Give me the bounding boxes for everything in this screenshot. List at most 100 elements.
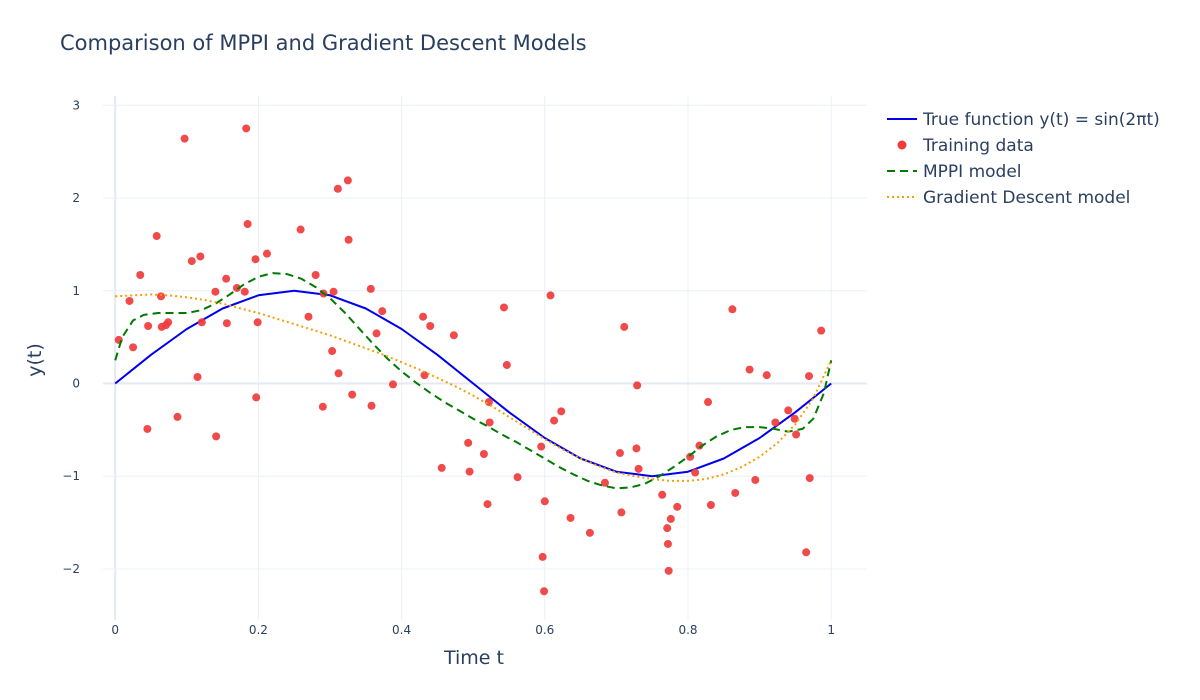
training-data-point <box>180 134 189 143</box>
training-data-point <box>449 331 458 340</box>
training-data-point <box>464 438 473 447</box>
training-data-point <box>252 393 261 402</box>
training-data-point <box>222 274 231 283</box>
training-data-point <box>728 305 737 314</box>
training-data-point <box>673 502 682 511</box>
training-data-point <box>479 449 488 458</box>
series-layer <box>114 124 833 596</box>
training-data-point <box>366 284 375 293</box>
training-data-point <box>745 365 754 374</box>
training-data-point <box>633 381 642 390</box>
training-data-point <box>253 318 262 327</box>
x-tick-label: 1 <box>827 623 835 637</box>
y-axis-title: y(t) <box>24 343 46 377</box>
training-data-point <box>304 312 313 321</box>
y-tick-label: 2 <box>72 191 80 205</box>
training-data-point <box>311 270 320 279</box>
legend-label: Training data <box>922 136 1034 156</box>
training-data-point <box>348 390 357 399</box>
training-data-point <box>152 232 161 241</box>
training-data-point <box>328 347 337 356</box>
training-data-point <box>419 312 428 321</box>
training-data-point <box>329 287 338 296</box>
training-data-point <box>240 287 249 296</box>
legend-label: Gradient Descent model <box>923 188 1130 208</box>
training-data-point <box>193 373 202 382</box>
training-data-point <box>378 307 387 316</box>
training-data-point <box>615 449 624 458</box>
training-data-point <box>372 329 381 338</box>
true-function-y-t-sin-2-t-line <box>114 289 832 478</box>
training-data-point <box>318 402 327 411</box>
training-data-point <box>771 418 780 427</box>
training-data-point <box>333 184 342 193</box>
legend-marker-training-data <box>897 140 907 150</box>
training-data-point <box>143 424 152 433</box>
chart-title: Comparison of MPPI and Gradient Descent … <box>60 31 587 55</box>
gradient-descent-model-line <box>115 293 833 482</box>
y-tick-label: −2 <box>62 562 80 576</box>
training-data-point <box>620 322 629 331</box>
training-data-point <box>537 442 546 451</box>
training-data-point <box>187 257 196 266</box>
training-data-point <box>762 371 771 380</box>
mppi-model-line <box>114 272 833 490</box>
training-data-point <box>367 401 376 410</box>
y-tick-label: 0 <box>72 377 80 391</box>
training-data-point <box>632 444 641 453</box>
training-data-point <box>232 283 241 292</box>
training-data-point <box>790 414 799 423</box>
training-data-point <box>538 552 547 561</box>
training-data-point <box>197 318 206 327</box>
training-data-point <box>251 255 260 264</box>
training-data-point <box>388 380 397 389</box>
training-data-point <box>706 500 715 509</box>
training-data-point <box>805 372 814 381</box>
y-tick-label: 1 <box>72 284 80 298</box>
training-data-point <box>426 322 435 331</box>
training-data-point <box>617 508 626 517</box>
training-data-point <box>164 318 173 327</box>
training-data-point <box>502 360 511 369</box>
legend: True function y(t) = sin(2πt) Training da… <box>887 110 1160 208</box>
y-tick-label: 3 <box>72 98 80 112</box>
training-data-point <box>540 497 549 506</box>
training-data-point <box>663 539 672 548</box>
legend-label: True function y(t) = sin(2πt) <box>922 110 1160 130</box>
training-data-point <box>437 463 446 472</box>
training-data-point <box>751 475 760 484</box>
training-data-point <box>296 225 305 234</box>
training-data-point <box>173 412 182 421</box>
training-data-point <box>465 467 474 476</box>
training-data-point <box>817 326 826 335</box>
x-tick-label: 0.2 <box>249 623 268 637</box>
training-data-point <box>784 406 793 415</box>
training-data-point <box>585 528 594 537</box>
training-data-point <box>550 416 559 425</box>
training-data-point <box>513 473 522 482</box>
training-data-point <box>242 124 251 133</box>
x-tick-label: 0.8 <box>678 623 697 637</box>
training-data-point <box>634 464 643 473</box>
training-data-point <box>499 303 508 312</box>
training-data-point <box>344 235 353 244</box>
training-data-point <box>546 291 555 300</box>
training-data-point <box>343 176 352 185</box>
training-data-point <box>485 418 494 427</box>
training-data-point <box>664 566 673 575</box>
training-data-point <box>420 371 429 380</box>
training-data-point <box>129 343 138 352</box>
grid-layer <box>103 96 867 620</box>
training-data-point <box>156 292 165 301</box>
training-data-point <box>211 287 220 296</box>
y-tick-label: −1 <box>62 469 80 483</box>
training-data-point <box>566 513 575 522</box>
training-data-point <box>802 548 811 557</box>
training-data-point <box>600 478 609 487</box>
training-data-point <box>792 430 801 439</box>
training-data-point <box>483 500 492 509</box>
training-data-point <box>704 398 713 407</box>
